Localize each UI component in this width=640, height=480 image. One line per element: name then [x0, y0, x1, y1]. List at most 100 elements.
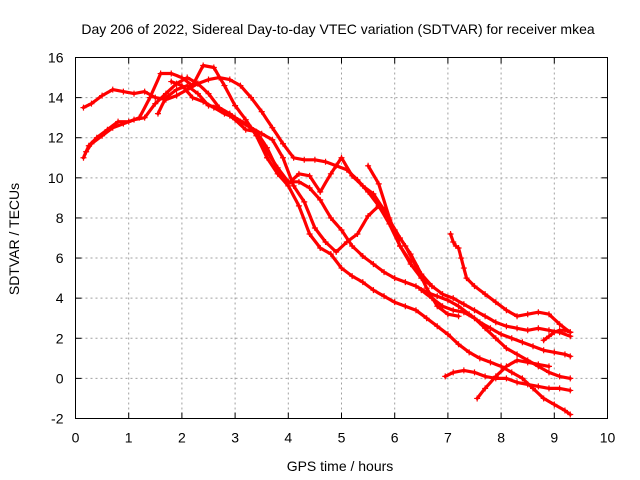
data-point — [460, 301, 467, 308]
data-point — [567, 329, 574, 336]
data-point — [508, 335, 515, 342]
data-point — [141, 114, 148, 121]
data-point — [524, 381, 531, 388]
data-point — [125, 118, 132, 125]
data-point — [455, 313, 462, 320]
data-point — [168, 78, 175, 85]
data-point — [269, 124, 276, 131]
x-axis-label: GPS time / hours — [287, 458, 394, 474]
data-point — [205, 76, 212, 83]
data-point — [567, 353, 574, 360]
data-point — [306, 184, 313, 191]
data-point — [535, 309, 542, 316]
data-point — [194, 90, 201, 97]
data-point — [391, 299, 398, 306]
data-point — [447, 230, 454, 237]
data-point — [460, 367, 467, 374]
data-point — [205, 90, 212, 97]
data-point — [428, 283, 435, 290]
data-point — [115, 118, 122, 125]
data-point — [450, 369, 457, 376]
data-point — [189, 82, 196, 89]
x-tick-label: 5 — [338, 430, 346, 446]
data-point — [359, 253, 366, 260]
data-point — [306, 172, 313, 179]
data-point — [482, 325, 489, 332]
data-point — [375, 180, 382, 187]
data-point — [317, 196, 324, 203]
data-point — [258, 130, 265, 137]
data-point — [503, 363, 510, 370]
data-point — [338, 154, 345, 161]
data-point — [359, 182, 366, 189]
data-point — [131, 90, 138, 97]
data-point — [450, 239, 457, 246]
data-point — [434, 293, 441, 300]
data-point — [349, 243, 356, 250]
axis-ticks — [75, 57, 608, 419]
data-point — [407, 261, 414, 268]
data-point — [466, 349, 473, 356]
data-point — [412, 307, 419, 314]
data-point — [264, 148, 271, 155]
data-point — [545, 385, 552, 392]
data-point — [290, 154, 297, 161]
data-point — [237, 82, 244, 89]
data-point — [450, 295, 457, 302]
data-point — [535, 361, 542, 368]
data-point — [269, 136, 276, 143]
data-point — [386, 214, 393, 221]
data-point — [455, 245, 462, 252]
data-point — [104, 126, 111, 133]
y-tick-label: -2 — [51, 411, 64, 427]
data-point — [322, 158, 329, 165]
data-point — [492, 319, 499, 326]
data-point — [514, 357, 521, 364]
data-point — [210, 104, 217, 111]
data-point — [173, 92, 180, 99]
x-tick-label: 3 — [231, 430, 239, 446]
data-point — [503, 307, 510, 314]
data-point — [535, 325, 542, 332]
data-point — [146, 94, 153, 101]
data-point — [152, 94, 159, 101]
data-point — [370, 261, 377, 268]
data-point — [402, 243, 409, 250]
data-point — [498, 363, 505, 370]
data-point — [545, 363, 552, 370]
data-point — [545, 327, 552, 334]
data-point — [365, 162, 372, 169]
data-point — [253, 130, 260, 137]
data-point — [154, 110, 161, 117]
data-point — [370, 287, 377, 294]
data-point — [311, 224, 318, 231]
data-point — [474, 395, 481, 402]
data-point — [492, 373, 499, 380]
data-point — [492, 299, 499, 306]
data-point — [295, 178, 302, 185]
data-point — [162, 90, 169, 97]
data-point — [93, 134, 100, 141]
data-point — [460, 309, 467, 316]
series-line — [81, 76, 434, 288]
data-point — [551, 329, 558, 336]
data-point — [524, 327, 531, 334]
data-point — [333, 249, 340, 256]
data-point — [200, 98, 207, 105]
data-point — [503, 323, 510, 330]
data-point — [551, 401, 558, 408]
series-track-7 — [418, 287, 574, 382]
y-tick-label: 10 — [48, 170, 64, 186]
series-track-9 — [442, 367, 574, 394]
data-point — [109, 86, 116, 93]
data-point — [487, 359, 494, 366]
data-point — [471, 307, 478, 314]
series-track-10 — [474, 357, 552, 402]
data-point — [508, 369, 515, 376]
data-point — [482, 291, 489, 298]
series-track-4 — [80, 62, 574, 418]
data-point — [178, 82, 185, 89]
data-point — [157, 70, 164, 77]
data-point — [482, 385, 489, 392]
y-tick-label: 0 — [56, 370, 64, 386]
